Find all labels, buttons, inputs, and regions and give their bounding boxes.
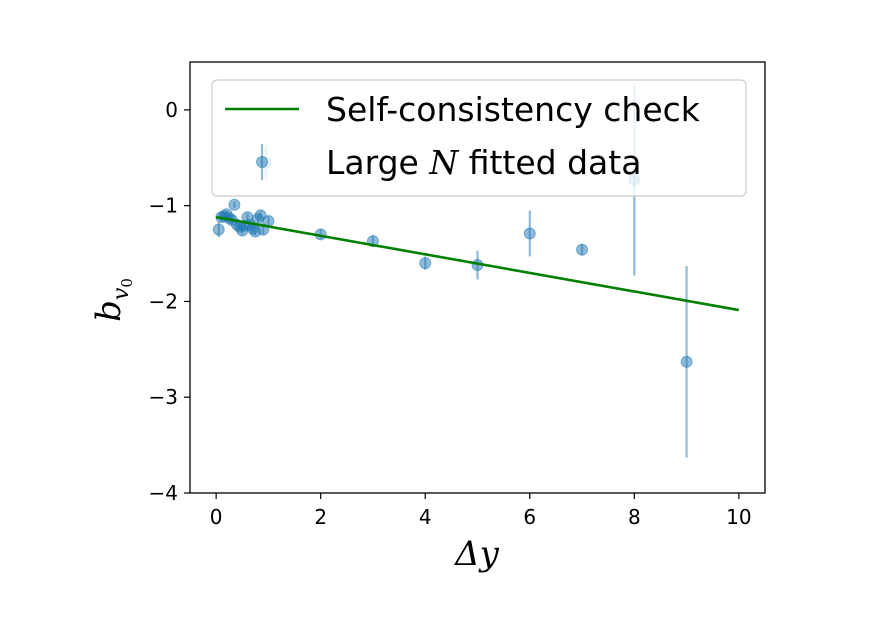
point-marker [680,355,693,368]
x-tick-label: 0 [210,505,223,529]
y-tick-label: −3 [149,385,178,409]
point-marker [228,198,241,211]
y-axis-label: bv0 [89,278,136,322]
x-tick-label: 2 [314,505,327,529]
y-axis: 0 −1 −2 −3 −4 [149,98,190,505]
legend: Self-consistency check Large N fitted da… [211,79,747,197]
x-tick-label: 10 [726,505,751,529]
point-marker [419,257,432,270]
plot-frame [189,61,766,494]
y-tick-label: −4 [149,481,178,505]
data-point [419,256,432,270]
y-axis-label-base: b [89,300,129,322]
data-point [680,266,693,458]
legend-point-label-ital: N [428,143,459,182]
data-point [228,198,241,211]
legend-point-label-pre: Large [326,143,429,182]
self-consistency-line [215,215,740,312]
legend-point-label-post: fitted data [458,143,641,182]
x-tick-label: 4 [419,505,432,529]
x-tick-label: 8 [628,505,641,529]
y-tick-label: 0 [165,98,178,122]
y-tick-label: −1 [149,194,178,218]
y-tick-label: −2 [149,289,178,313]
data-point [523,210,536,257]
legend-point-swatch-marker [256,156,268,168]
x-axis: 0 2 4 6 8 10 [210,493,752,529]
y-axis-label-sub: v [109,287,134,300]
x-axis-label: Δy [453,534,500,574]
data-point [576,243,589,256]
legend-point-label: Large N fitted data [326,143,641,182]
y-axis-label-subsub: 0 [118,278,136,288]
legend-box [211,79,747,197]
data-point [212,221,225,238]
series-layer [212,84,740,458]
point-marker [523,227,536,240]
legend-line-label: Self-consistency check [326,90,701,129]
point-marker [576,243,589,256]
x-tick-label: 6 [523,505,536,529]
point-marker [212,223,225,236]
